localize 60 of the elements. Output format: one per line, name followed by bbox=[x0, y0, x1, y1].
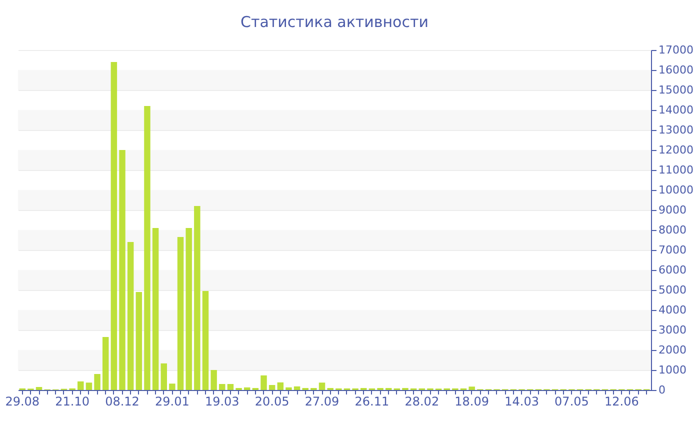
y-tick-label: 3000 bbox=[658, 324, 686, 336]
bar bbox=[78, 381, 84, 390]
bar bbox=[160, 363, 167, 390]
x-tick-label: 21.10 bbox=[55, 394, 90, 408]
bar bbox=[152, 228, 159, 390]
bar bbox=[169, 384, 176, 390]
bar bbox=[94, 374, 100, 390]
x-tick-label: 14.03 bbox=[504, 394, 539, 408]
bar bbox=[286, 387, 292, 390]
x-tick-label: 27.09 bbox=[304, 394, 340, 408]
x-tick-label: 28.02 bbox=[404, 394, 440, 408]
y-tick-label: 8000 bbox=[658, 224, 686, 236]
x-tick-label: 08.12 bbox=[105, 394, 140, 408]
chart-title: Статистика активности bbox=[240, 13, 428, 31]
y-tick-label: 5000 bbox=[658, 284, 686, 296]
bar bbox=[177, 237, 184, 390]
bar bbox=[127, 242, 134, 390]
y-tick-label: 4000 bbox=[658, 304, 686, 316]
bar bbox=[194, 206, 200, 390]
x-tick-label: 19.03 bbox=[204, 394, 240, 408]
y-tick-label: 6000 bbox=[658, 264, 686, 276]
bar bbox=[227, 384, 234, 390]
bar bbox=[468, 386, 475, 390]
y-tick-label: 1000 bbox=[658, 364, 686, 376]
y-tick-label: 14000 bbox=[658, 104, 694, 116]
bar bbox=[144, 106, 150, 390]
x-tick-label: 18.09 bbox=[454, 394, 490, 408]
y-tick-label: 15000 bbox=[658, 84, 694, 96]
x-tick-label: 20.05 bbox=[254, 394, 290, 408]
x-tick-label: 26.11 bbox=[354, 394, 390, 408]
y-tick-label: 17000 bbox=[658, 44, 694, 56]
bar bbox=[260, 375, 267, 390]
bar bbox=[277, 382, 284, 390]
x-tick-label: 29.01 bbox=[155, 394, 190, 408]
y-tick-label: 2000 bbox=[658, 344, 686, 356]
y-tick-label: 7000 bbox=[658, 244, 686, 256]
y-tick-label: 9000 bbox=[658, 204, 686, 216]
bar bbox=[219, 384, 226, 390]
y-tick-label: 10000 bbox=[658, 184, 694, 196]
bar bbox=[186, 228, 192, 390]
bar bbox=[210, 370, 217, 390]
bar bbox=[110, 62, 118, 390]
y-tick-label: 13000 bbox=[658, 124, 694, 136]
bar bbox=[294, 386, 300, 390]
bar bbox=[86, 382, 92, 390]
bar bbox=[102, 337, 109, 390]
y-tick-label: 16000 bbox=[658, 64, 694, 76]
y-tick-label: 11000 bbox=[658, 164, 694, 176]
bar bbox=[244, 387, 250, 390]
y-tick-label: 0 bbox=[658, 384, 666, 396]
bar bbox=[268, 385, 276, 390]
bar bbox=[119, 150, 126, 390]
x-tick-label: 07.05 bbox=[554, 394, 589, 408]
bar bbox=[136, 292, 142, 390]
x-tick-label: 29.08 bbox=[5, 394, 40, 408]
bar bbox=[318, 382, 326, 390]
y-tick-label: 12000 bbox=[658, 144, 694, 156]
bar bbox=[202, 291, 209, 390]
bar bbox=[36, 387, 42, 390]
x-tick-label: 12.06 bbox=[604, 394, 639, 408]
